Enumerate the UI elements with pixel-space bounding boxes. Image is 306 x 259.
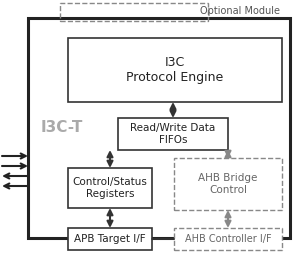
Text: Read/Write Data
FIFOs: Read/Write Data FIFOs xyxy=(130,123,216,145)
Bar xyxy=(174,158,282,210)
Bar xyxy=(174,228,282,250)
Bar xyxy=(28,18,290,238)
Bar xyxy=(68,168,152,208)
Text: Optional Module: Optional Module xyxy=(200,6,280,16)
Text: I3C
Protocol Engine: I3C Protocol Engine xyxy=(126,56,224,84)
Bar xyxy=(118,118,228,150)
Text: I3C-T: I3C-T xyxy=(41,120,83,135)
Bar xyxy=(60,3,208,21)
Text: AHB Controller I/F: AHB Controller I/F xyxy=(185,234,271,244)
Bar xyxy=(68,228,152,250)
Bar xyxy=(68,38,282,102)
Text: APB Target I/F: APB Target I/F xyxy=(74,234,146,244)
Text: AHB Bridge
Control: AHB Bridge Control xyxy=(198,173,258,195)
Text: Control/Status
Registers: Control/Status Registers xyxy=(73,177,147,199)
